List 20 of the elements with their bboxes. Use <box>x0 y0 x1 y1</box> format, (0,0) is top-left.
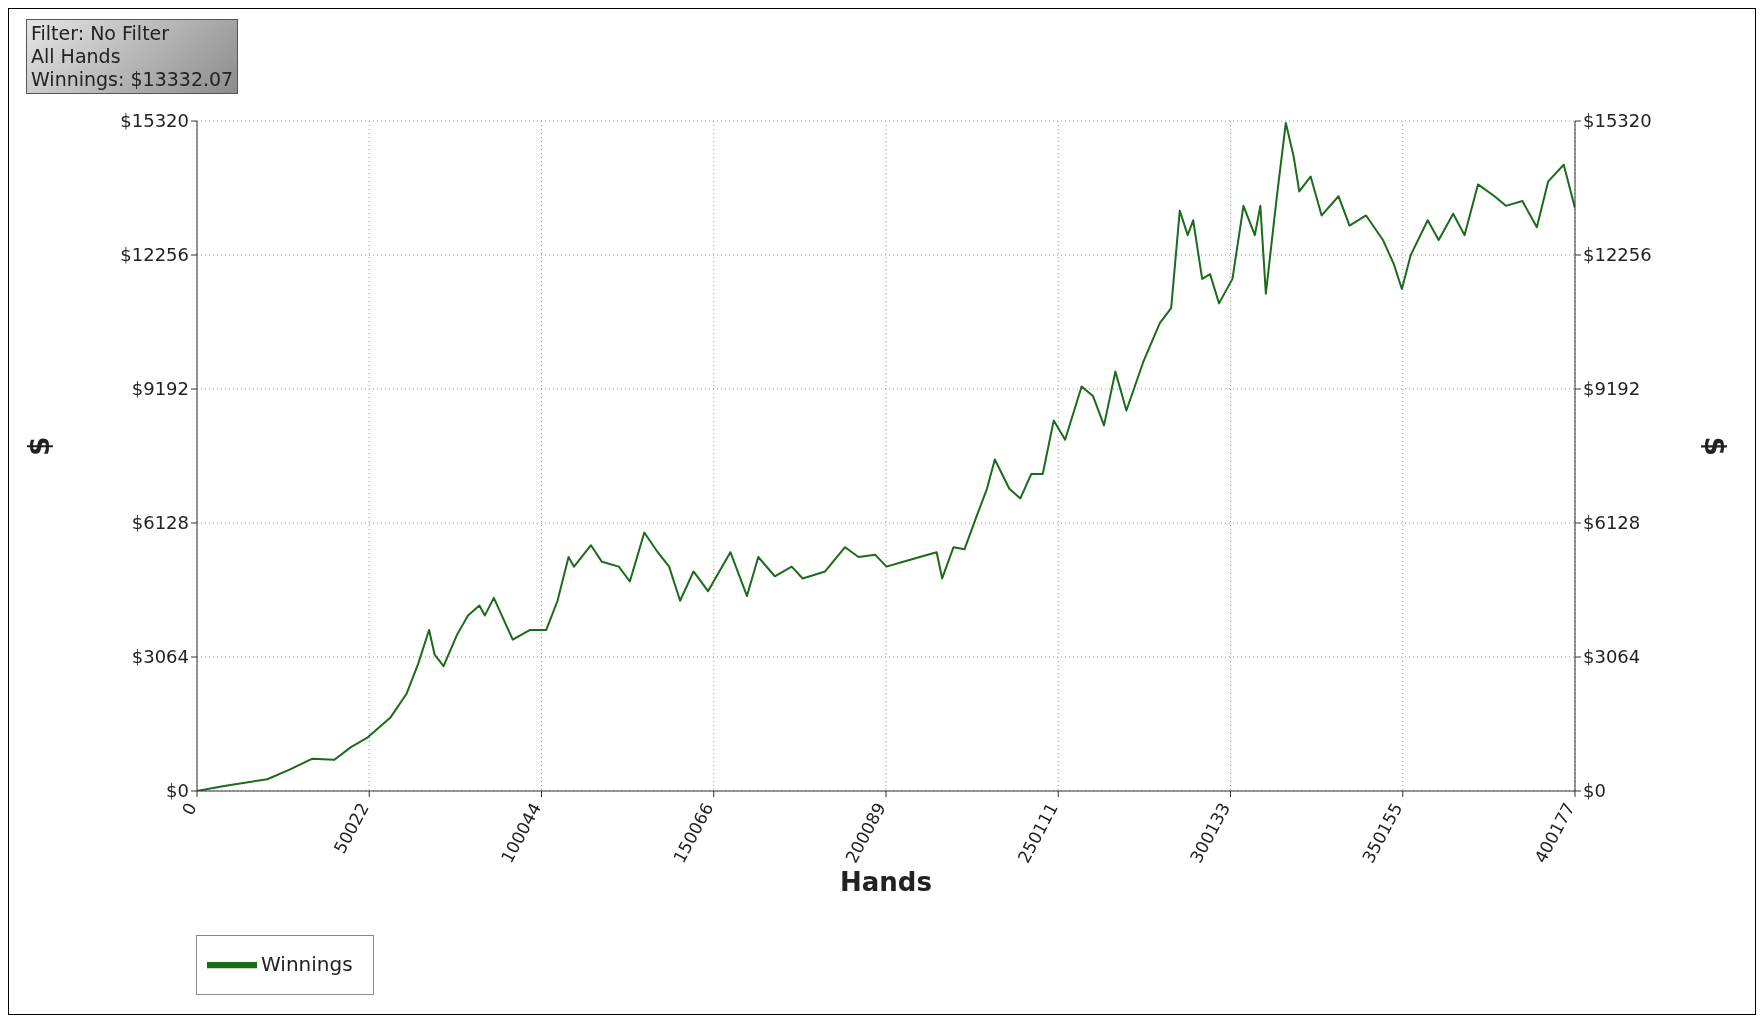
y2-tick-label: $0 <box>1583 780 1606 802</box>
y2-tick-label: $9192 <box>1583 378 1641 400</box>
y-axis-title: $ <box>22 436 56 456</box>
y-tick-label: $6128 <box>131 512 189 534</box>
y2-axis-title: $ <box>1698 436 1732 456</box>
text: Winnings: $13332.07 <box>31 68 234 91</box>
y2-tick-label: $12256 <box>1583 244 1652 266</box>
text: All Hands <box>31 45 122 68</box>
y-tick-label: $0 <box>166 780 189 802</box>
y-tick-label: $3064 <box>131 646 189 668</box>
y-tick-label: $15320 <box>120 110 189 132</box>
y2-tick-label: $6128 <box>1583 512 1641 534</box>
y-tick-label: $12256 <box>120 244 189 266</box>
legend-label: Winnings <box>261 951 353 976</box>
y2-tick-label: $15320 <box>1583 110 1652 132</box>
text: Filter: No Filter <box>31 22 171 45</box>
x-tick-label: 0 <box>177 799 201 819</box>
y-tick-label: $9192 <box>131 378 189 400</box>
y2-tick-label: $3064 <box>1583 646 1641 668</box>
x-axis-title: Hands <box>840 867 932 897</box>
